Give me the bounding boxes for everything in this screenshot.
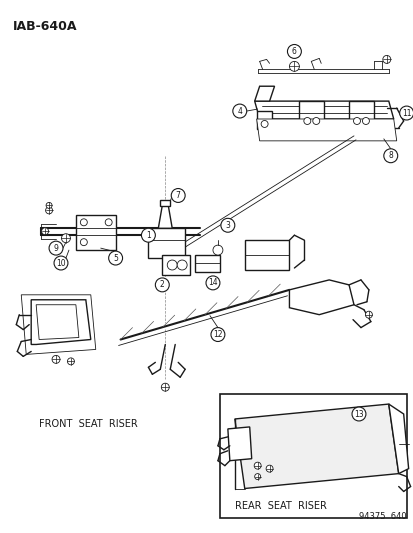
- Circle shape: [353, 117, 360, 125]
- Circle shape: [62, 234, 70, 243]
- Circle shape: [361, 117, 368, 125]
- Circle shape: [287, 44, 301, 59]
- Circle shape: [206, 276, 219, 290]
- Circle shape: [232, 104, 246, 118]
- Circle shape: [303, 117, 310, 125]
- Circle shape: [177, 260, 187, 270]
- Circle shape: [80, 239, 87, 246]
- Polygon shape: [254, 101, 393, 119]
- Circle shape: [108, 251, 122, 265]
- Circle shape: [54, 256, 68, 270]
- Text: 10: 10: [56, 259, 66, 268]
- Circle shape: [42, 228, 48, 235]
- Polygon shape: [162, 255, 190, 275]
- Circle shape: [80, 219, 87, 226]
- Circle shape: [383, 149, 397, 163]
- Circle shape: [312, 117, 319, 125]
- Text: 5: 5: [113, 254, 118, 263]
- Circle shape: [254, 474, 260, 480]
- Text: 11: 11: [401, 109, 411, 118]
- Circle shape: [212, 245, 222, 255]
- Circle shape: [49, 241, 63, 255]
- Polygon shape: [158, 205, 172, 228]
- Circle shape: [399, 106, 413, 120]
- Polygon shape: [234, 404, 398, 489]
- Text: 2: 2: [159, 280, 164, 289]
- Polygon shape: [254, 86, 274, 101]
- Circle shape: [365, 311, 371, 318]
- Text: 3: 3: [225, 221, 230, 230]
- Circle shape: [211, 328, 224, 342]
- Text: FRONT  SEAT  RISER: FRONT SEAT RISER: [39, 419, 138, 429]
- Text: IAB-640A: IAB-640A: [13, 20, 78, 33]
- Circle shape: [254, 462, 261, 469]
- Circle shape: [52, 356, 60, 364]
- Polygon shape: [195, 255, 219, 272]
- Text: REAR  SEAT  RISER: REAR SEAT RISER: [234, 502, 326, 511]
- Circle shape: [45, 207, 52, 214]
- Polygon shape: [160, 200, 170, 206]
- Circle shape: [46, 203, 52, 208]
- Text: 14: 14: [208, 278, 217, 287]
- Circle shape: [141, 228, 155, 242]
- Circle shape: [382, 55, 390, 63]
- Polygon shape: [36, 305, 78, 340]
- Text: 4: 4: [237, 107, 242, 116]
- Circle shape: [261, 120, 268, 127]
- Polygon shape: [256, 119, 396, 141]
- Polygon shape: [348, 101, 373, 129]
- Text: 8: 8: [387, 151, 392, 160]
- Circle shape: [105, 219, 112, 226]
- Circle shape: [221, 219, 234, 232]
- Circle shape: [266, 465, 273, 472]
- Polygon shape: [289, 280, 353, 314]
- Polygon shape: [148, 228, 185, 258]
- Polygon shape: [299, 101, 323, 129]
- Polygon shape: [76, 215, 115, 250]
- Text: 9: 9: [53, 244, 58, 253]
- Polygon shape: [256, 111, 271, 129]
- Circle shape: [171, 189, 185, 203]
- Text: 13: 13: [353, 409, 363, 418]
- Text: 1: 1: [146, 231, 150, 240]
- Polygon shape: [227, 427, 251, 461]
- Polygon shape: [244, 240, 289, 270]
- Polygon shape: [31, 300, 90, 344]
- Polygon shape: [21, 295, 95, 354]
- Circle shape: [351, 407, 365, 421]
- Text: 94375  640: 94375 640: [358, 512, 406, 521]
- Text: 12: 12: [213, 330, 222, 339]
- Text: 7: 7: [176, 191, 180, 200]
- Circle shape: [161, 383, 169, 391]
- Bar: [219, 394, 406, 518]
- Circle shape: [67, 358, 74, 365]
- Circle shape: [155, 278, 169, 292]
- Text: 6: 6: [291, 47, 296, 56]
- Polygon shape: [388, 404, 408, 474]
- Circle shape: [167, 260, 177, 270]
- Circle shape: [289, 61, 299, 71]
